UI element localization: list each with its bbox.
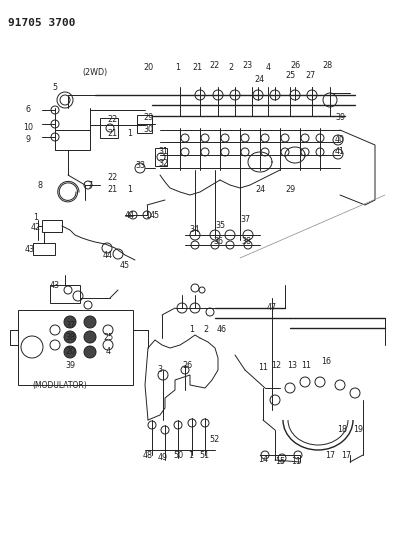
Text: 1: 1 — [190, 326, 194, 335]
Bar — [100, 118, 118, 138]
Text: 91705 3700: 91705 3700 — [8, 18, 75, 28]
Text: 39: 39 — [65, 360, 75, 369]
Text: 18: 18 — [337, 425, 347, 434]
Text: 13: 13 — [287, 360, 297, 369]
Circle shape — [84, 316, 96, 328]
Text: 44: 44 — [125, 211, 135, 220]
Text: 1: 1 — [34, 214, 38, 222]
Text: 31: 31 — [158, 148, 168, 157]
Text: 11: 11 — [301, 360, 311, 369]
Text: 42: 42 — [31, 223, 41, 232]
Text: 22: 22 — [210, 61, 220, 69]
Text: 21: 21 — [192, 63, 202, 72]
Text: 15: 15 — [275, 457, 285, 466]
Circle shape — [64, 316, 76, 328]
Circle shape — [84, 346, 96, 358]
Text: 46: 46 — [217, 326, 227, 335]
Text: 17: 17 — [341, 450, 351, 459]
Text: 43: 43 — [25, 246, 35, 254]
Text: 29: 29 — [143, 112, 153, 122]
Text: 41: 41 — [335, 148, 345, 157]
Text: 23: 23 — [242, 61, 252, 69]
Text: 4: 4 — [105, 348, 111, 357]
Text: 38: 38 — [65, 333, 75, 342]
Bar — [42, 220, 62, 232]
Bar — [50, 285, 80, 303]
Text: 45: 45 — [150, 211, 160, 220]
Text: 1: 1 — [128, 128, 132, 138]
Text: 8: 8 — [38, 181, 43, 190]
Text: 43: 43 — [50, 280, 60, 289]
Text: 34: 34 — [189, 225, 199, 235]
Text: 30: 30 — [143, 125, 153, 134]
Text: 9: 9 — [26, 135, 31, 144]
Text: 21: 21 — [107, 185, 117, 195]
Text: 24: 24 — [255, 185, 265, 195]
Text: 25: 25 — [103, 333, 113, 342]
Text: 32: 32 — [158, 158, 168, 167]
Text: 7: 7 — [87, 181, 93, 190]
Text: 24: 24 — [254, 76, 264, 85]
Text: 52: 52 — [210, 435, 220, 445]
Text: 11: 11 — [291, 457, 301, 466]
Text: 48: 48 — [143, 450, 153, 459]
Text: 28: 28 — [322, 61, 332, 69]
Text: 21: 21 — [107, 128, 117, 138]
Text: 45: 45 — [120, 261, 130, 270]
Text: 35: 35 — [215, 221, 225, 230]
Text: 14: 14 — [258, 456, 268, 464]
Text: 37: 37 — [65, 320, 75, 329]
Text: 1: 1 — [146, 211, 150, 220]
Circle shape — [64, 331, 76, 343]
Text: 22: 22 — [107, 116, 117, 125]
Text: 2: 2 — [229, 63, 233, 72]
Text: 40: 40 — [335, 135, 345, 144]
Text: 4: 4 — [265, 63, 271, 72]
Text: 25: 25 — [285, 70, 295, 79]
Bar — [137, 115, 152, 133]
Bar — [18, 310, 133, 385]
Text: (MODULATOR): (MODULATOR) — [32, 381, 87, 390]
Text: 22: 22 — [107, 174, 117, 182]
Text: 47: 47 — [267, 303, 277, 312]
Text: 26: 26 — [290, 61, 300, 69]
Bar — [155, 148, 167, 166]
Text: 38: 38 — [241, 238, 251, 246]
Circle shape — [84, 331, 96, 343]
Text: 51: 51 — [199, 450, 209, 459]
Text: 3: 3 — [158, 366, 162, 375]
Text: 50: 50 — [173, 450, 183, 459]
Text: (2WD): (2WD) — [82, 68, 108, 77]
Text: 36: 36 — [213, 238, 223, 246]
Text: 2: 2 — [203, 326, 209, 335]
Text: 44: 44 — [103, 251, 113, 260]
Text: 19: 19 — [353, 425, 363, 434]
Text: 1: 1 — [128, 185, 132, 195]
Text: 49: 49 — [158, 454, 168, 463]
Circle shape — [64, 346, 76, 358]
Text: 37: 37 — [240, 215, 250, 224]
Text: 27: 27 — [306, 70, 316, 79]
Text: 1: 1 — [176, 63, 180, 72]
Text: 26: 26 — [182, 360, 192, 369]
Text: 39: 39 — [335, 114, 345, 123]
Text: 17: 17 — [325, 450, 335, 459]
Text: 10: 10 — [23, 123, 33, 132]
Text: 12: 12 — [271, 360, 281, 369]
Text: 20: 20 — [143, 63, 153, 72]
Text: 20: 20 — [65, 348, 75, 357]
Bar — [33, 243, 55, 255]
Text: 33: 33 — [135, 160, 145, 169]
Text: 29: 29 — [285, 185, 295, 195]
Text: 1: 1 — [188, 450, 194, 459]
Text: 6: 6 — [26, 106, 30, 115]
Text: 11: 11 — [258, 364, 268, 373]
Text: 5: 5 — [52, 84, 57, 93]
Text: 16: 16 — [321, 358, 331, 367]
